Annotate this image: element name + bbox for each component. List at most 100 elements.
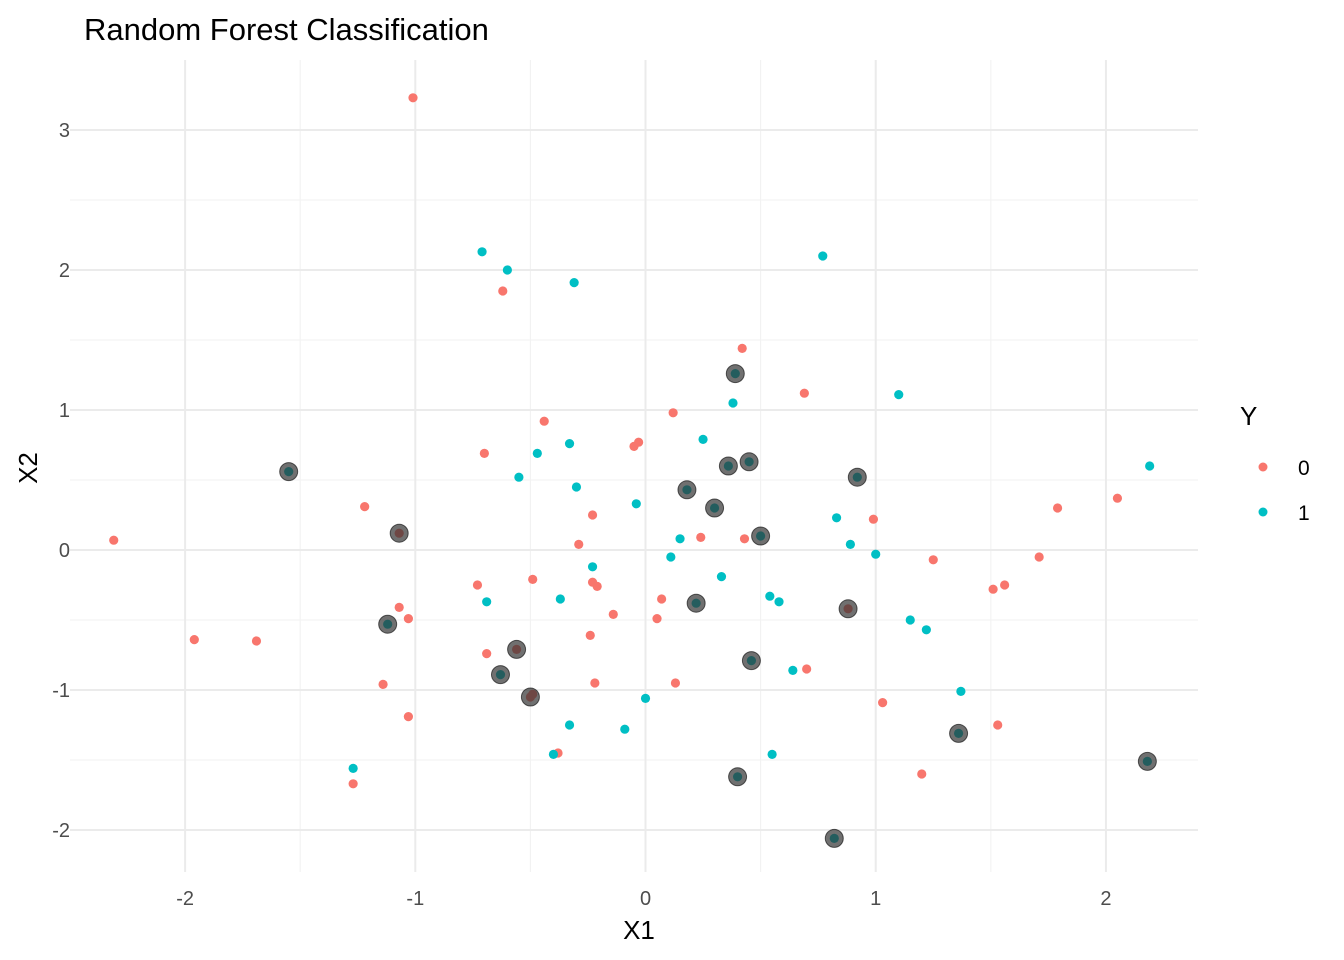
- y-axis-ticks: -2 -1 0 1 2 3: [52, 120, 70, 842]
- data-point-class-1: [728, 398, 738, 408]
- data-point-class-1: [921, 625, 931, 635]
- legend-key-1: [1258, 507, 1268, 517]
- data-point-class-1: [765, 591, 775, 601]
- highlighted-point: [741, 651, 761, 671]
- data-point-class-1: [831, 513, 842, 523]
- data-point-class-1: [502, 265, 512, 275]
- data-point-class-0: [403, 712, 413, 722]
- data-point-class-1: [767, 749, 777, 760]
- highlighted-point: [838, 599, 858, 619]
- data-point-class-0: [574, 539, 584, 550]
- x-tick-label: 2: [1100, 888, 1111, 910]
- highlighted-point: [389, 523, 409, 543]
- data-point-class-0: [498, 286, 508, 296]
- data-point-class-0: [360, 502, 370, 512]
- highlighted-point: [378, 614, 398, 634]
- data-point-class-0: [1000, 580, 1010, 590]
- y-tick-label: 2: [59, 260, 70, 282]
- data-point-class-0: [472, 580, 483, 590]
- highlighted-point: [847, 467, 867, 487]
- data-point-class-1: [587, 562, 598, 572]
- data-point-class-1: [774, 597, 784, 607]
- data-point-class-1: [956, 686, 966, 697]
- data-point-class-0: [634, 437, 644, 447]
- data-point-class-1: [631, 499, 641, 509]
- data-point-class-1: [571, 482, 582, 492]
- x-tick-label: -1: [406, 888, 424, 910]
- data-point-class-1: [548, 749, 559, 760]
- data-point-class-0: [988, 584, 998, 594]
- data-point-class-0: [1052, 503, 1063, 513]
- highlighted-point: [507, 639, 527, 659]
- data-point-class-1: [555, 594, 565, 604]
- legend-key-0: [1258, 462, 1268, 472]
- x-tick-label: -2: [176, 888, 194, 910]
- x-axis-ticks: -2 -1 0 1 2: [176, 888, 1111, 910]
- data-point-class-0: [528, 574, 538, 585]
- data-point-class-0: [394, 602, 404, 613]
- data-point-class-0: [109, 535, 119, 545]
- data-point-class-0: [799, 388, 809, 398]
- y-axis-title: X2: [13, 452, 43, 484]
- data-point-class-0: [928, 555, 938, 565]
- data-point-class-1: [894, 390, 904, 400]
- data-point-class-0: [670, 678, 681, 688]
- data-point-class-1: [675, 534, 685, 544]
- data-point-class-0: [378, 679, 388, 690]
- highlighted-point: [725, 364, 745, 384]
- data-point-class-0: [608, 609, 618, 620]
- data-point-class-0: [189, 635, 199, 645]
- y-tick-label: -2: [52, 820, 70, 842]
- highlighted-point: [490, 665, 510, 685]
- y-tick-label: -1: [52, 680, 70, 702]
- data-point-class-1: [620, 724, 630, 734]
- data-point-class-0: [590, 678, 600, 688]
- legend-label-0: 0: [1298, 457, 1310, 480]
- legend: Y 0 1: [1240, 401, 1310, 525]
- data-point-class-1: [569, 278, 579, 288]
- data-point-class-0: [587, 510, 598, 520]
- highlighted-point: [728, 767, 748, 787]
- x-axis-title: X1: [623, 915, 655, 945]
- data-point-class-0: [802, 664, 812, 674]
- legend-title: Y: [1240, 401, 1257, 431]
- data-point-class-1: [348, 763, 358, 774]
- data-point-class-1: [564, 439, 575, 449]
- data-point-class-0: [739, 534, 750, 544]
- data-point-class-0: [348, 779, 358, 789]
- data-point-class-0: [668, 408, 678, 418]
- data-point-class-0: [696, 532, 706, 543]
- data-point-class-1: [640, 693, 651, 704]
- highlighted-point: [824, 828, 844, 848]
- data-point-class-0: [592, 581, 602, 592]
- highlighted-point: [520, 687, 540, 707]
- data-point-class-0: [652, 614, 662, 624]
- highlighted-point: [1137, 751, 1157, 771]
- data-point-class-1: [477, 247, 487, 257]
- data-point-class-0: [868, 514, 879, 524]
- highlighted-point: [279, 462, 299, 482]
- data-point-class-0: [993, 720, 1003, 730]
- data-point-class-1: [716, 572, 727, 582]
- data-point-class-1: [564, 720, 575, 730]
- y-tick-label: 1: [59, 400, 70, 422]
- highlighted-point: [718, 456, 738, 476]
- data-point-class-0: [737, 343, 747, 353]
- data-point-class-0: [1034, 552, 1044, 562]
- data-point-class-1: [666, 552, 676, 562]
- highlighted-point: [677, 480, 697, 500]
- data-point-class-0: [408, 93, 418, 103]
- x-tick-label: 0: [640, 888, 651, 910]
- y-tick-label: 3: [59, 120, 70, 142]
- data-point-class-0: [657, 594, 667, 604]
- highlighted-point: [739, 452, 759, 472]
- data-point-class-0: [403, 614, 413, 624]
- legend-label-1: 1: [1298, 502, 1310, 525]
- data-point-class-1: [788, 665, 798, 676]
- highlighted-points: [279, 364, 1157, 848]
- data-point-class-0: [917, 769, 927, 779]
- data-point-class-1: [532, 448, 542, 458]
- data-point-class-0: [539, 416, 549, 426]
- x-tick-label: 1: [870, 888, 881, 910]
